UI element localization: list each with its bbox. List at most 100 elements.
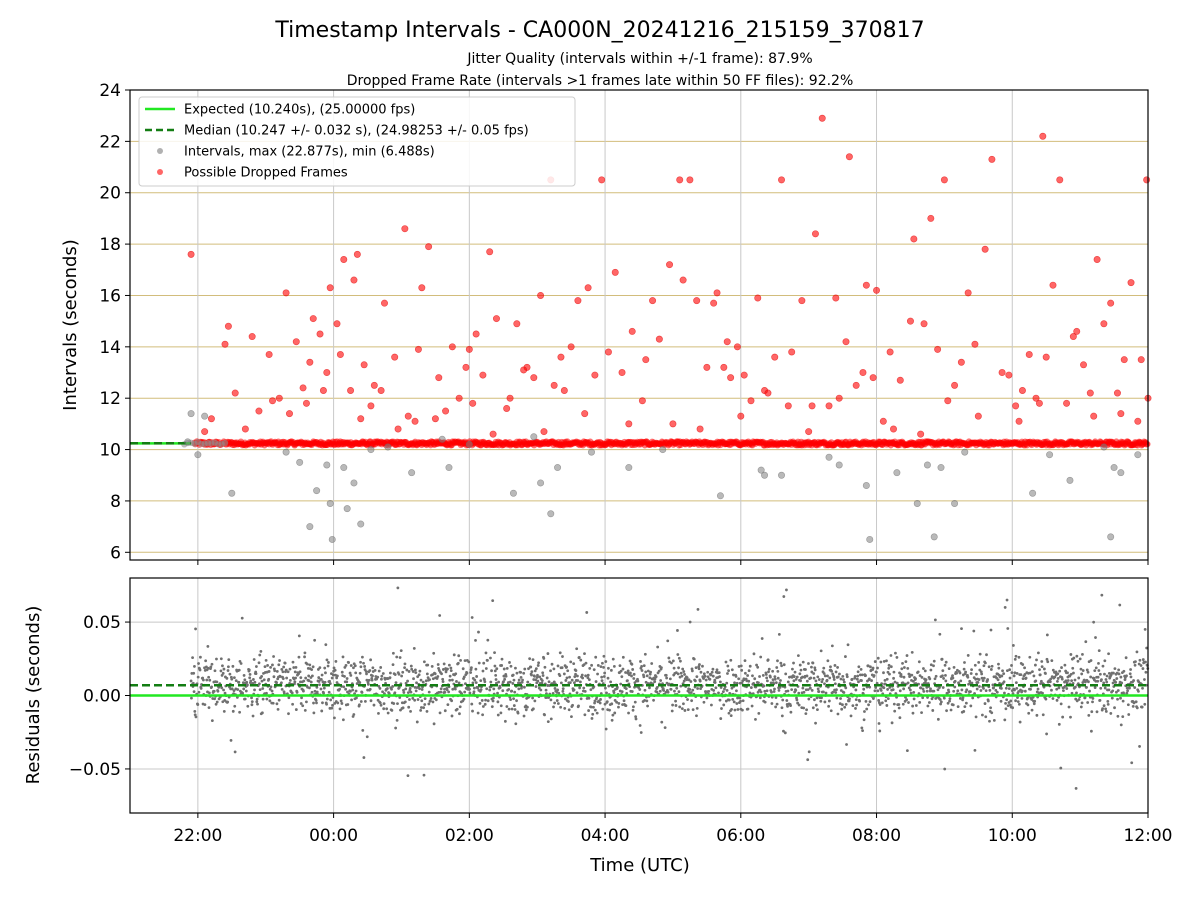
residual-point <box>381 690 384 694</box>
residual-point <box>659 666 663 669</box>
residual-point <box>676 629 679 632</box>
interval-point <box>930 533 938 541</box>
residual-point <box>650 662 654 665</box>
residual-point <box>342 685 346 689</box>
residual-point <box>442 668 445 671</box>
residual-point <box>215 680 219 684</box>
residual-point <box>1065 687 1069 690</box>
residual-point <box>830 669 834 673</box>
residual-point <box>711 674 715 678</box>
residual-point <box>234 679 238 683</box>
residual-point <box>545 676 549 680</box>
residual-point <box>362 661 365 665</box>
residual-point <box>496 713 500 717</box>
residual-point <box>481 713 485 717</box>
bottom-y-tick-label: −0.05 <box>69 760 121 780</box>
interval-point <box>228 489 236 497</box>
residual-point <box>370 678 374 682</box>
residual-point <box>221 664 224 668</box>
residual-point <box>1064 679 1068 683</box>
residual-point <box>774 705 778 709</box>
residual-point <box>1119 723 1123 727</box>
residual-point <box>1118 603 1122 607</box>
residual-point <box>805 674 809 678</box>
residual-point <box>1134 660 1137 664</box>
residual-point <box>956 705 960 709</box>
dropped-frame-point <box>316 330 324 338</box>
residual-point <box>350 698 353 702</box>
residual-point <box>766 679 769 683</box>
residual-point <box>739 699 742 703</box>
residual-point <box>767 670 770 674</box>
residual-point <box>977 678 981 681</box>
residual-point <box>398 696 402 699</box>
residual-point <box>394 681 398 685</box>
residual-point <box>951 674 954 678</box>
residual-point <box>963 705 967 708</box>
residual-point <box>695 675 699 679</box>
residual-point <box>248 672 252 676</box>
residual-point <box>541 674 545 677</box>
residual-point <box>774 681 778 685</box>
residual-point <box>874 670 878 674</box>
residual-point <box>891 688 895 692</box>
dropped-frame-point <box>299 384 307 392</box>
top-y-tick-label: 10 <box>99 441 121 461</box>
residual-point <box>192 690 196 694</box>
residual-point <box>368 669 372 672</box>
residual-point <box>1143 628 1147 631</box>
dropped-frame-point <box>642 356 650 364</box>
residual-point <box>657 669 661 673</box>
residual-point <box>717 691 720 695</box>
dropped-frame-point <box>418 284 426 292</box>
residual-point <box>303 651 307 655</box>
residual-point <box>1069 653 1073 656</box>
residual-point <box>494 673 498 677</box>
residual-point <box>814 679 818 683</box>
top-y-tick-label: 22 <box>99 132 121 152</box>
residual-point <box>733 681 736 685</box>
residual-point <box>579 658 583 662</box>
residual-point <box>221 671 225 675</box>
residual-point <box>193 709 197 713</box>
residual-point <box>727 669 730 673</box>
residual-point <box>1081 669 1085 672</box>
residual-point <box>214 702 218 706</box>
residual-point <box>449 666 453 670</box>
residual-point <box>457 654 461 658</box>
residual-point <box>521 678 524 682</box>
residual-point <box>420 688 424 691</box>
residual-point <box>1143 702 1147 706</box>
residual-point <box>299 676 303 680</box>
residual-point <box>683 709 687 712</box>
dropped-frame-point <box>798 297 806 305</box>
residual-point <box>757 681 760 685</box>
residual-point <box>600 675 604 679</box>
residual-point <box>656 645 660 649</box>
residual-point <box>515 671 519 675</box>
residual-point <box>472 686 476 690</box>
residual-point <box>469 671 473 674</box>
residual-point <box>645 674 649 678</box>
residual-point <box>717 671 721 675</box>
residual-point <box>495 681 498 685</box>
residual-point <box>810 670 814 674</box>
residual-point <box>842 680 846 684</box>
residual-point <box>604 660 608 663</box>
interval-point <box>625 464 633 472</box>
residual-point <box>1111 689 1115 693</box>
residual-point <box>965 688 969 692</box>
residual-point <box>961 698 965 702</box>
residual-point <box>410 667 414 671</box>
residual-point <box>708 677 712 681</box>
residual-point <box>409 690 413 694</box>
residual-point <box>237 668 241 672</box>
residual-point <box>1137 662 1141 666</box>
top-y-tick-label: 8 <box>110 492 121 512</box>
interval-point <box>825 453 833 461</box>
residual-point <box>331 703 334 707</box>
interval-point <box>1117 469 1125 477</box>
residual-point <box>219 669 223 673</box>
residual-point <box>502 667 506 671</box>
residual-point <box>228 672 232 676</box>
